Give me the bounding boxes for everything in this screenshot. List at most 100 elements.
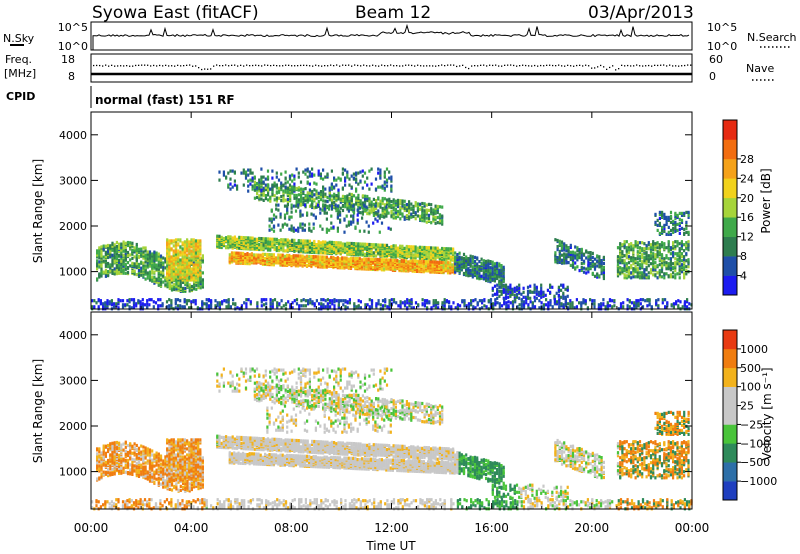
echo-cell — [155, 263, 158, 267]
echo-cell — [359, 179, 362, 183]
echo-cell — [317, 203, 320, 207]
echo-cell — [374, 217, 377, 221]
echo-cell — [442, 260, 445, 265]
echo-cell — [286, 204, 289, 208]
echo-cell — [106, 299, 109, 303]
echo-cell — [518, 290, 521, 294]
echo-cell — [152, 305, 155, 309]
echo-cell — [181, 241, 184, 245]
echo-cell — [293, 193, 296, 197]
echo-cell — [260, 184, 263, 188]
echo-cell — [394, 215, 397, 219]
echo-cell — [507, 285, 510, 289]
echo-cell — [453, 264, 456, 268]
echo-cell — [337, 209, 340, 213]
echo-cell — [264, 186, 267, 190]
echo-cell — [390, 200, 393, 204]
echo-cell — [482, 263, 485, 267]
echo-cell — [319, 172, 322, 176]
echo-cell — [251, 236, 254, 240]
echo-cell — [174, 250, 178, 254]
echo-cell — [313, 239, 316, 244]
echo-cell — [308, 242, 311, 246]
echo-cell — [264, 177, 267, 181]
echo-cell — [343, 230, 346, 234]
echo-cell — [507, 295, 510, 299]
nave-point — [618, 68, 620, 70]
echo-cell — [290, 227, 293, 231]
echo-cell — [427, 208, 431, 212]
echo-cell — [405, 203, 408, 207]
nave-point — [213, 65, 215, 67]
echo-cell — [419, 214, 422, 218]
echo-cell — [168, 270, 171, 274]
echo-cell — [131, 241, 134, 245]
echo-cell — [281, 253, 284, 257]
echo-cell — [120, 259, 123, 263]
echo-cell — [273, 247, 276, 251]
echo-cell — [500, 289, 503, 293]
echo-cell — [480, 257, 483, 261]
echo-cell — [449, 251, 452, 255]
echo-cell — [399, 244, 402, 248]
echo-cell — [190, 274, 193, 278]
echo-cell — [361, 186, 364, 190]
echo-cell — [355, 198, 358, 202]
echo-cell — [361, 210, 364, 214]
echo-cell — [286, 197, 289, 201]
echo-cell — [535, 285, 538, 289]
echo-cell — [174, 272, 178, 276]
echo-cell — [162, 268, 165, 272]
echo-cell — [377, 202, 380, 206]
echo-cell — [120, 264, 123, 268]
echo-cell — [355, 177, 358, 181]
echo-cell — [236, 240, 239, 244]
nave-point — [327, 65, 329, 67]
nave-point — [627, 64, 629, 67]
echo-cell — [295, 201, 298, 205]
echo-cell — [348, 207, 351, 211]
echo-cell — [496, 283, 499, 287]
echo-cell — [135, 262, 138, 266]
echo-cell — [284, 243, 287, 247]
nave-point — [312, 65, 314, 67]
echo-cell — [159, 273, 163, 277]
echo-cell — [166, 238, 169, 242]
nave-point — [576, 64, 578, 67]
echo-cell — [354, 256, 357, 261]
echo-cell — [118, 258, 121, 262]
echo-cell — [275, 207, 278, 211]
echo-cell — [104, 264, 107, 268]
nave-point — [303, 64, 305, 66]
echo-cell — [109, 255, 112, 259]
echo-cell — [339, 218, 342, 222]
echo-cell — [354, 264, 357, 269]
echo-cell — [348, 177, 351, 181]
echo-cell — [496, 287, 499, 291]
nave-point — [573, 65, 575, 67]
echo-cell — [109, 252, 112, 256]
echo-cell — [418, 254, 422, 258]
echo-cell — [137, 270, 141, 274]
echo-cell — [170, 241, 173, 245]
echo-cell — [377, 209, 380, 213]
echo-cell — [297, 203, 300, 207]
echo-cell — [407, 254, 411, 258]
echo-cell — [357, 205, 360, 209]
echo-cell — [322, 168, 325, 172]
echo-cell — [313, 193, 316, 197]
echo-cell — [233, 179, 236, 183]
echo-cell — [316, 255, 320, 259]
echo-cell — [222, 170, 225, 174]
echo-cell — [480, 261, 483, 265]
echo-cell — [174, 263, 178, 267]
echo-cell — [392, 198, 395, 202]
echo-cell — [249, 168, 252, 172]
echo-cell — [96, 262, 99, 266]
echo-cell — [311, 167, 314, 171]
echo-cell — [416, 206, 419, 210]
echo-cell — [337, 249, 340, 253]
echo-cell — [235, 251, 238, 255]
echo-cell — [148, 278, 152, 282]
echo-cell — [179, 250, 182, 254]
